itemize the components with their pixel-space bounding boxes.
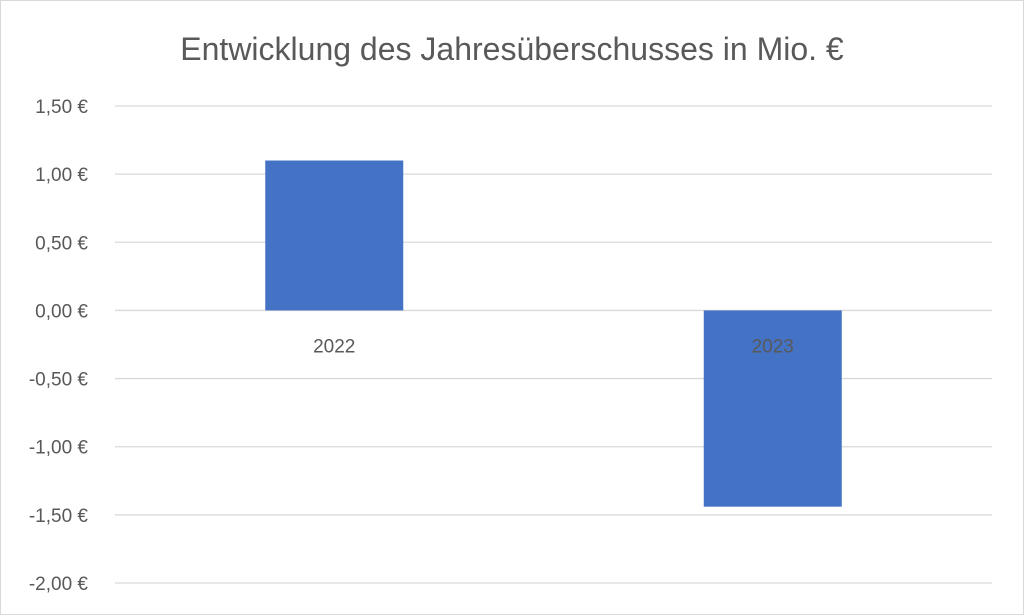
y-tick-label: 1,50 €: [35, 97, 88, 118]
y-tick-label: -1,50 €: [29, 506, 89, 527]
y-axis-ticks: 1,50 € 1,00 € 0,50 € 0,00 € -0,50 € -1,00 € -1…: [29, 97, 89, 595]
category-label-2023: 2023: [752, 336, 794, 357]
bar-2022: [265, 160, 404, 311]
category-labels: 2022 2023: [313, 336, 794, 357]
y-tick-label: 0,00 €: [35, 301, 88, 322]
bars: [265, 160, 842, 507]
bar-2023: [703, 310, 842, 507]
y-tick-label: -2,00 €: [29, 574, 89, 595]
chart-title: Entwicklung des Jahresüberschusses in Mi…: [180, 31, 844, 67]
y-tick-label: 1,00 €: [35, 165, 88, 186]
y-tick-label: -0,50 €: [29, 370, 89, 391]
gridlines: [115, 105, 992, 584]
y-tick-label: 0,50 €: [35, 233, 88, 254]
category-label-2022: 2022: [313, 336, 355, 357]
y-tick-label: -1,00 €: [29, 438, 89, 459]
